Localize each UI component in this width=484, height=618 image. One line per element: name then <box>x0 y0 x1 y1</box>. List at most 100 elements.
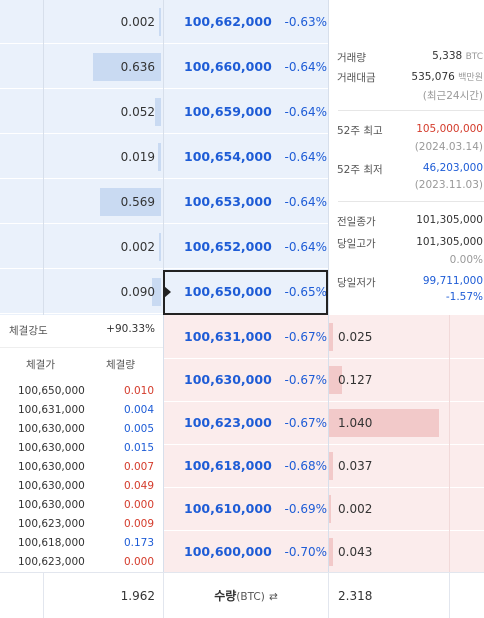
day-high-value: 101,305,000 <box>416 236 483 248</box>
bid-rate: -0.68% <box>284 459 327 473</box>
current-price-arrow-icon <box>164 286 171 298</box>
trade-price: 100,623,000 <box>18 556 85 568</box>
ask-qty-cell: 0.090 <box>43 270 163 314</box>
trades-header-qty: 체결량 <box>106 359 135 371</box>
ask-qty-cell: 0.636 <box>43 45 163 89</box>
bid-qty-bar <box>329 452 333 480</box>
bid-qty: 0.127 <box>338 373 373 387</box>
swap-icon[interactable]: ⇄ <box>269 591 278 603</box>
ask-price: 100,652,000 <box>184 239 272 254</box>
column-divider <box>328 0 329 572</box>
info-divider <box>338 201 484 202</box>
volume-unit: BTC <box>465 52 483 62</box>
bid-orderbook <box>163 315 484 572</box>
trade-qty: 0.007 <box>123 461 154 473</box>
bid-qty: 0.002 <box>338 502 373 516</box>
ask-price: 100,653,000 <box>184 194 272 209</box>
trade-price: 100,618,000 <box>18 537 85 549</box>
bid-row[interactable]: 100,630,000 -0.67% 0.127 <box>0 358 484 402</box>
amount-unit: 백만원 <box>458 73 483 83</box>
trade-price: 100,631,000 <box>18 404 85 416</box>
ask-row[interactable]: 0.002 100,662,000 -0.63% <box>0 0 328 44</box>
ask-rate: -0.64% <box>284 240 327 254</box>
ask-row[interactable]: 0.636 100,660,000 -0.64% <box>0 45 328 89</box>
ask-qty-cell: 0.052 <box>43 90 163 134</box>
ask-rate: -0.64% <box>284 60 327 74</box>
ask-qty-bar <box>151 278 161 306</box>
trade-qty: 0.015 <box>123 442 154 454</box>
ask-row[interactable]: 0.090 100,650,000 -0.65% <box>0 270 328 314</box>
trade-price: 100,630,000 <box>18 461 85 473</box>
bid-price: 100,610,000 <box>184 501 272 516</box>
bid-total-qty: 2.318 <box>338 589 373 603</box>
ask-price: 100,659,000 <box>184 104 272 119</box>
summary-divider <box>163 573 164 618</box>
ask-row[interactable]: 0.002 100,652,000 -0.64% <box>0 225 328 269</box>
ask-row[interactable]: 0.052 100,659,000 -0.64% <box>0 90 328 134</box>
ask-price: 100,662,000 <box>184 14 272 29</box>
summary-divider <box>449 573 450 618</box>
ask-rate: -0.65% <box>284 285 327 299</box>
column-divider <box>449 315 450 572</box>
ask-total-qty: 1.962 <box>120 589 155 603</box>
bid-row[interactable]: 100,631,000 -0.67% 0.025 <box>0 315 484 359</box>
low52-label: 52주 최저 <box>337 164 383 176</box>
ask-orderbook <box>0 0 328 315</box>
bid-price: 100,623,000 <box>184 415 272 430</box>
recent-trades-list: 100,650,000 0.010 100,631,000 0.004 100,630,… <box>0 382 163 572</box>
bid-rate: -0.69% <box>284 502 327 516</box>
current-price-box <box>163 270 328 315</box>
trade-row: 100,630,000 0.015 <box>0 439 163 458</box>
day-low-rate: -1.57% <box>445 291 483 303</box>
bid-row[interactable]: 100,610,000 -0.69% 0.002 <box>0 487 484 531</box>
bid-row[interactable]: 100,623,000 -0.67% 1.040 <box>0 401 484 445</box>
ask-qty-cell: 0.569 <box>43 180 163 224</box>
trade-qty: 0.009 <box>123 518 154 530</box>
day-low-value: 99,711,000 <box>422 275 483 287</box>
trade-row: 100,631,000 0.004 <box>0 401 163 420</box>
summary-divider <box>328 573 329 618</box>
bid-qty: 1.040 <box>338 416 373 430</box>
trade-strength-panel: 체결강도 +90.33% 체결가 체결량 100,650,000 0.010 100… <box>0 315 163 572</box>
bid-qty-bar <box>329 366 343 394</box>
bid-qty: 0.037 <box>338 459 373 473</box>
trades-header-price: 체결가 <box>26 359 55 371</box>
ask-qty-bar <box>159 233 161 261</box>
trade-qty: 0.005 <box>123 423 154 435</box>
bid-qty-bar <box>329 323 333 351</box>
bid-qty: 0.043 <box>338 545 373 559</box>
ask-qty: 0.019 <box>120 150 155 164</box>
qty-unit-toggle[interactable]: 수량(BTC) ⇄ <box>163 573 329 618</box>
info-divider <box>338 110 484 111</box>
low52-date: (2023.11.03) <box>414 179 483 191</box>
ask-qty-bar <box>99 188 161 216</box>
orderbook-summary: 1.962 수량(BTC) ⇄ 2.318 <box>0 572 484 618</box>
prev-close-label: 전일종가 <box>337 216 376 228</box>
trade-qty: 0.049 <box>123 480 154 492</box>
ask-row[interactable]: 0.569 100,653,000 -0.64% <box>0 180 328 224</box>
bid-price: 100,600,000 <box>184 544 272 559</box>
bid-qty-bar <box>329 409 439 437</box>
trade-strength-label: 체결강도 <box>9 325 48 337</box>
ask-qty-bar <box>159 8 161 36</box>
strength-divider <box>0 347 163 348</box>
ask-row[interactable]: 0.019 100,654,000 -0.64% <box>0 135 328 179</box>
prev-close-value: 101,305,000 <box>416 214 483 226</box>
volume-label: 거래량 <box>337 52 366 64</box>
trade-qty: 0.004 <box>123 404 154 416</box>
day-high-rate: 0.00% <box>449 254 483 266</box>
amount-value: 535,076 백만원 <box>411 70 483 83</box>
column-divider <box>43 0 44 315</box>
trade-qty: 0.010 <box>123 385 154 397</box>
day-high-label: 당일고가 <box>337 238 376 250</box>
ask-rate: -0.64% <box>284 195 327 209</box>
trade-row: 100,650,000 0.010 <box>0 382 163 401</box>
bid-row[interactable]: 100,618,000 -0.68% 0.037 <box>0 444 484 488</box>
amount-note: (최근24시간) <box>422 90 483 102</box>
ask-qty: 0.569 <box>120 195 155 209</box>
ask-rate: -0.63% <box>284 15 327 29</box>
ask-price: 100,650,000 <box>184 284 272 299</box>
trade-qty: 0.000 <box>123 556 154 568</box>
qty-unit-label: 수량 <box>214 589 237 603</box>
market-info-panel: 거래량 5,338 BTC 거래대금 535,076 백만원 (최근24시간) … <box>329 0 484 315</box>
